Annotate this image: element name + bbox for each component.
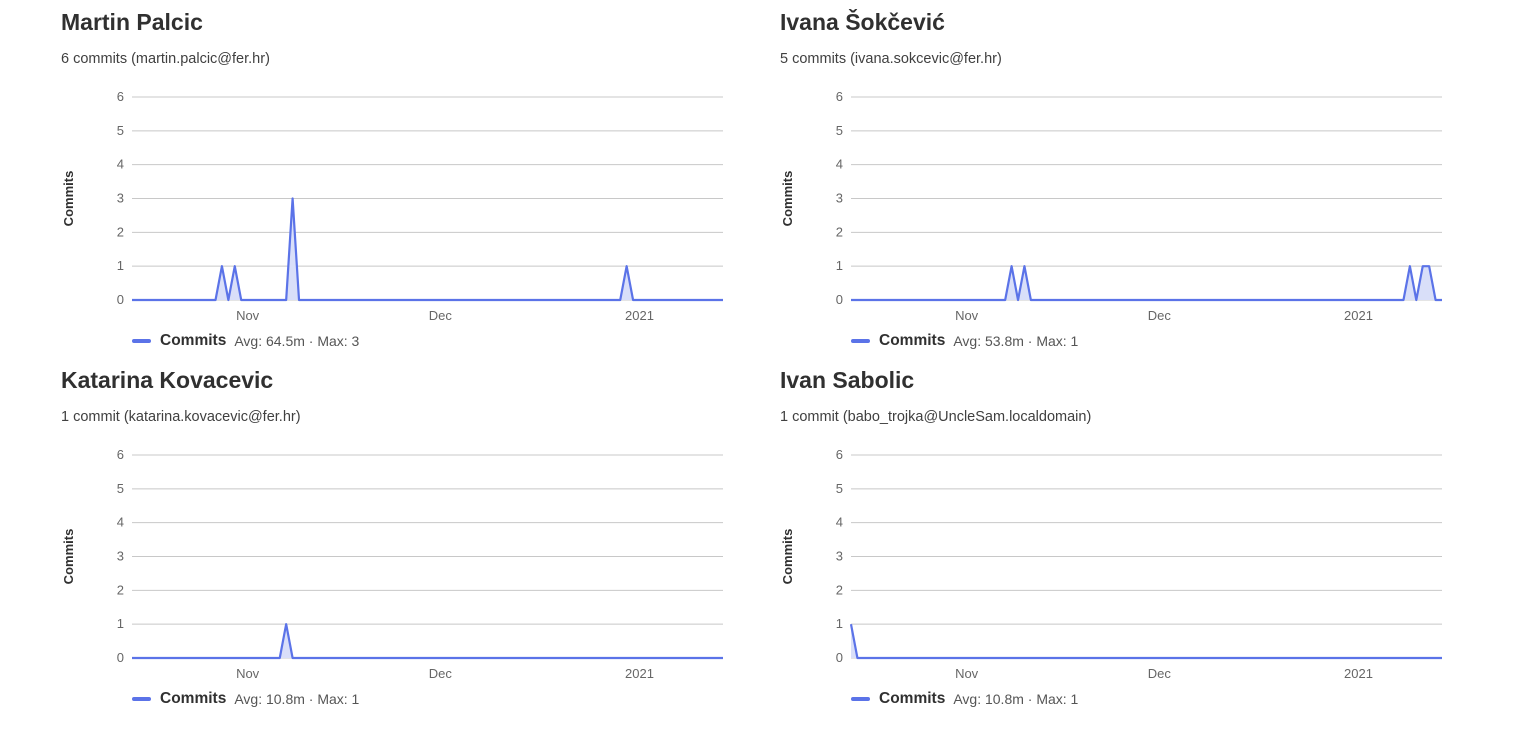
y-tick-label: 4: [117, 157, 124, 172]
legend-swatch: [851, 697, 870, 701]
author-commit-summary: 5 commits (ivana.sokcevic@fer.hr): [780, 51, 1002, 67]
x-tick-label: 2021: [1344, 308, 1373, 323]
y-tick-label: 4: [836, 515, 843, 530]
x-tick-label: 2021: [625, 308, 654, 323]
y-tick-label: 2: [117, 582, 124, 597]
author-commit-summary: 1 commit (babo_trojka@UncleSam.localdoma…: [780, 409, 1092, 425]
y-axis-title: Commits: [61, 171, 76, 227]
y-tick-label: 6: [117, 447, 124, 462]
series-area: [851, 266, 1442, 300]
y-tick-label: 5: [836, 481, 843, 496]
y-tick-label: 2: [836, 582, 843, 597]
x-tick-label: Nov: [955, 666, 979, 681]
chart-legend[interactable]: Commits Avg: 10.8m · Max: 1: [132, 690, 359, 708]
y-tick-label: 6: [117, 89, 124, 104]
series-line: [132, 623, 723, 660]
y-tick-label: 5: [117, 481, 124, 496]
legend-stats: Avg: 10.8m · Max: 1: [234, 691, 360, 707]
y-axis-title: Commits: [780, 529, 795, 585]
x-tick-label: Dec: [429, 308, 453, 323]
series-line: [132, 197, 723, 302]
y-tick-label: 5: [117, 123, 124, 138]
legend-series-name: Commits: [160, 332, 227, 349]
author-commit-summary: 1 commit (katarina.kovacevic@fer.hr): [61, 409, 301, 425]
y-tick-label: 3: [117, 549, 124, 564]
legend-stats: Avg: 64.5m · Max: 3: [234, 333, 360, 349]
y-tick-label: 0: [117, 292, 124, 307]
y-axis-title: Commits: [780, 171, 795, 227]
author-panel: Martin Palcic 6 commits (martin.palcic@f…: [61, 0, 761, 350]
chart-legend[interactable]: Commits Avg: 53.8m · Max: 1: [851, 332, 1078, 350]
series-area: [132, 198, 723, 300]
y-tick-label: 5: [836, 123, 843, 138]
x-tick-label: Dec: [1148, 308, 1172, 323]
y-tick-label: 1: [117, 258, 124, 273]
chart-legend[interactable]: Commits Avg: 64.5m · Max: 3: [132, 332, 359, 350]
legend-stats: Avg: 53.8m · Max: 1: [953, 333, 1079, 349]
y-tick-label: 1: [836, 258, 843, 273]
legend-series-name: Commits: [879, 690, 946, 707]
legend-series-name: Commits: [879, 332, 946, 349]
legend-swatch: [132, 697, 151, 701]
y-tick-label: 6: [836, 447, 843, 462]
y-tick-label: 4: [836, 157, 843, 172]
legend-stats: Avg: 10.8m · Max: 1: [953, 691, 1079, 707]
commits-chart: 0 1 2 3 4 5 6 Commits Nov Dec 2021: [61, 89, 723, 323]
x-tick-label: Dec: [429, 666, 453, 681]
author-name: Ivan Sabolic: [780, 367, 915, 393]
commits-chart: 0 1 2 3 4 5 6 Commits Nov Dec 2021: [780, 89, 1442, 323]
author-panel: Ivan Sabolic 1 commit (babo_trojka@Uncle…: [780, 358, 1480, 708]
y-tick-label: 0: [836, 650, 843, 665]
y-tick-label: 0: [836, 292, 843, 307]
author-name: Katarina Kovacevic: [61, 367, 274, 393]
series-area: [851, 624, 1442, 658]
commits-chart: 0 1 2 3 4 5 6 Commits Nov Dec 2021: [780, 447, 1442, 681]
author-name: Martin Palcic: [61, 9, 203, 35]
legend-swatch: [132, 339, 151, 343]
series-line: [849, 623, 1442, 660]
author-commit-summary: 6 commits (martin.palcic@fer.hr): [61, 51, 270, 67]
x-tick-label: Dec: [1148, 666, 1172, 681]
y-tick-label: 3: [836, 191, 843, 206]
y-tick-label: 0: [117, 650, 124, 665]
x-tick-label: Nov: [955, 308, 979, 323]
commits-chart: 0 1 2 3 4 5 6 Commits Nov Dec 2021: [61, 447, 723, 681]
author-panel: Katarina Kovacevic 1 commit (katarina.ko…: [61, 358, 761, 708]
y-tick-label: 2: [836, 224, 843, 239]
x-tick-label: Nov: [236, 308, 260, 323]
y-tick-label: 6: [836, 89, 843, 104]
series-area: [132, 624, 723, 658]
y-tick-label: 3: [117, 191, 124, 206]
y-tick-label: 1: [836, 616, 843, 631]
legend-swatch: [851, 339, 870, 343]
y-tick-label: 4: [117, 515, 124, 530]
y-tick-label: 3: [836, 549, 843, 564]
x-tick-label: Nov: [236, 666, 260, 681]
author-name: Ivana Šokčević: [780, 9, 945, 35]
x-tick-label: 2021: [625, 666, 654, 681]
chart-legend[interactable]: Commits Avg: 10.8m · Max: 1: [851, 690, 1078, 708]
y-tick-label: 2: [117, 224, 124, 239]
x-tick-label: 2021: [1344, 666, 1373, 681]
author-panel: Ivana Šokčević 5 commits (ivana.sokcevic…: [780, 0, 1480, 350]
y-tick-label: 1: [117, 616, 124, 631]
y-axis-title: Commits: [61, 529, 76, 585]
series-line: [851, 265, 1442, 302]
legend-series-name: Commits: [160, 690, 227, 707]
